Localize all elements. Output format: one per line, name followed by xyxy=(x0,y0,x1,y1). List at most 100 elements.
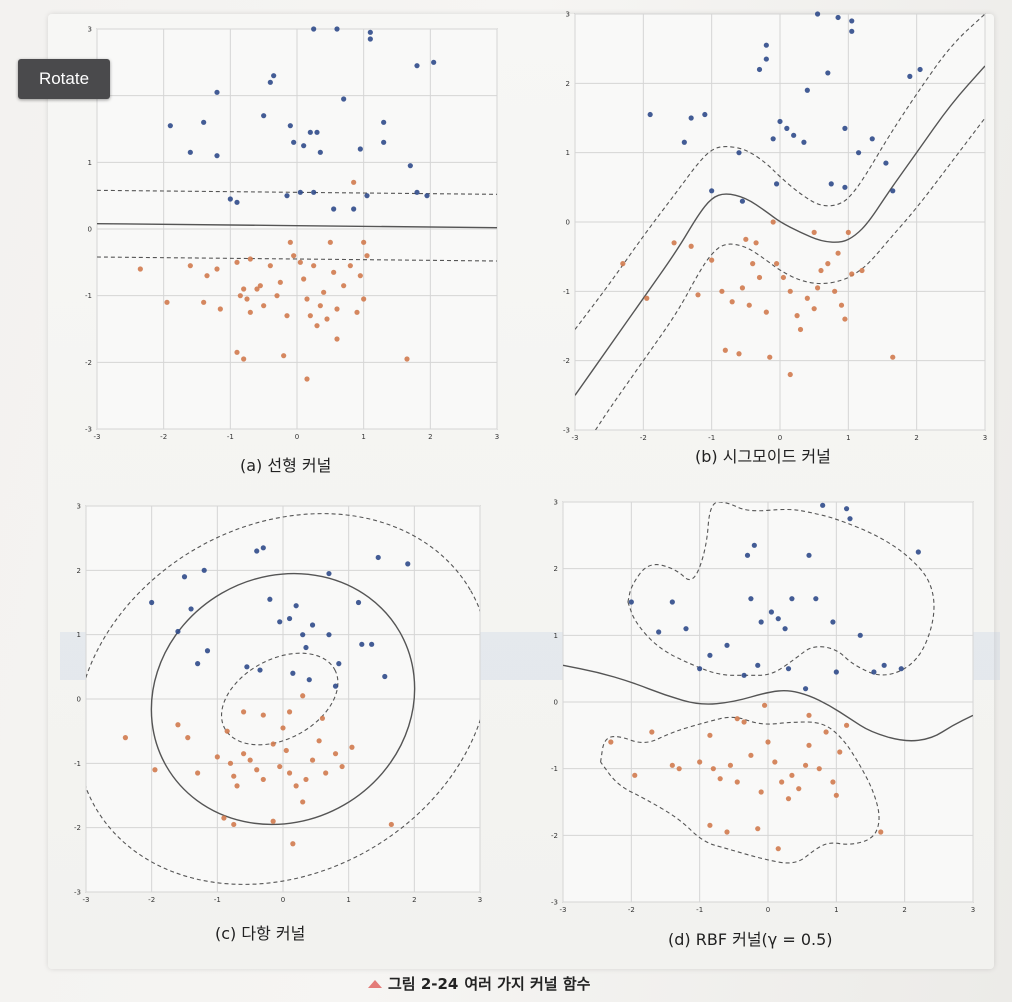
data-point-blue xyxy=(291,139,297,145)
data-point-orange xyxy=(349,744,355,750)
data-point-orange xyxy=(779,779,785,785)
data-point-orange xyxy=(281,353,287,359)
data-point-blue xyxy=(801,139,807,145)
data-point-orange xyxy=(785,796,792,802)
data-point-blue xyxy=(647,111,653,118)
data-point-blue xyxy=(857,632,863,638)
data-point-orange xyxy=(354,309,360,315)
data-point-orange xyxy=(761,702,768,708)
data-point-blue xyxy=(314,129,320,135)
data-point-blue xyxy=(277,619,283,625)
data-point-orange xyxy=(878,829,884,835)
data-point-orange xyxy=(758,789,764,795)
data-point-blue xyxy=(364,193,370,199)
data-point-blue xyxy=(890,188,896,194)
data-point-orange xyxy=(270,818,276,824)
decision-boundary xyxy=(97,222,497,229)
data-point-orange xyxy=(833,792,839,798)
decision-boundaries xyxy=(575,14,985,430)
x-tick-label: -1 xyxy=(214,896,221,904)
data-point-blue xyxy=(336,661,342,667)
rotate-button[interactable]: Rotate xyxy=(18,59,110,99)
data-point-orange xyxy=(811,306,817,312)
data-point-orange xyxy=(789,772,795,778)
data-point-orange xyxy=(802,762,809,768)
data-point-blue xyxy=(357,146,363,152)
data-point-orange xyxy=(845,229,851,235)
data-point-blue xyxy=(784,125,790,131)
data-point-blue xyxy=(195,661,201,667)
data-point-blue xyxy=(234,199,240,205)
data-point-blue xyxy=(267,79,273,85)
data-point-orange xyxy=(830,779,836,785)
margin-boundary xyxy=(627,502,935,676)
margin-boundary xyxy=(600,716,880,864)
figure-number: 그림 2-24 xyxy=(388,975,459,993)
data-point-orange xyxy=(300,799,306,805)
x-tick-label: 3 xyxy=(478,896,482,904)
data-point-blue xyxy=(806,552,812,558)
data-point-blue xyxy=(341,96,347,102)
data-point-orange xyxy=(307,313,313,319)
data-point-orange xyxy=(234,783,240,789)
x-tick-label: 3 xyxy=(983,434,987,442)
data-point-orange xyxy=(814,285,821,291)
data-point-blue xyxy=(290,670,296,676)
data-point-orange xyxy=(309,757,316,763)
data-point-blue xyxy=(628,599,634,605)
data-point-blue xyxy=(201,119,207,125)
data-point-blue xyxy=(842,184,848,190)
data-point-blue xyxy=(915,549,921,555)
decision-boundaries xyxy=(97,189,497,262)
data-point-blue xyxy=(261,113,267,119)
y-tick-label: -1 xyxy=(551,765,558,773)
y-tick-label: -2 xyxy=(85,359,92,367)
data-point-blue xyxy=(307,129,313,135)
data-point-orange xyxy=(257,283,263,289)
data-point-blue xyxy=(707,652,713,658)
data-point-blue xyxy=(741,672,747,678)
x-tick-label: 2 xyxy=(914,434,918,442)
data-point-blue xyxy=(317,149,323,155)
data-point-orange xyxy=(323,770,329,776)
data-point-blue xyxy=(847,516,853,522)
data-point-blue xyxy=(286,615,293,622)
data-point-orange xyxy=(765,739,771,745)
data-point-orange xyxy=(217,306,223,312)
data-point-orange xyxy=(644,295,650,301)
data-point-orange xyxy=(404,356,410,362)
data-point-blue xyxy=(777,118,783,125)
margin-boundary xyxy=(97,189,497,195)
y-tick-label: 3 xyxy=(88,26,92,34)
y-tick-label: 2 xyxy=(566,80,570,88)
data-point-blue xyxy=(407,163,413,169)
x-tick-label: 1 xyxy=(361,433,365,441)
data-point-blue xyxy=(331,206,337,212)
data-point-orange xyxy=(743,236,749,242)
data-point-blue xyxy=(688,115,694,121)
y-tick-label: 3 xyxy=(566,11,570,19)
data-point-orange xyxy=(669,762,675,768)
data-point-blue xyxy=(149,599,155,606)
y-tick-label: 1 xyxy=(554,632,558,640)
data-point-orange xyxy=(351,179,357,185)
data-point-orange xyxy=(300,693,306,699)
data-point-orange xyxy=(804,295,810,301)
data-point-orange xyxy=(773,261,780,267)
data-point-orange xyxy=(688,243,694,249)
data-point-orange xyxy=(727,762,734,768)
data-point-blue xyxy=(293,603,299,609)
data-point-orange xyxy=(297,259,303,265)
data-point-blue xyxy=(287,123,293,129)
data-point-orange xyxy=(741,719,747,725)
data-point-blue xyxy=(814,11,821,17)
data-point-orange xyxy=(283,747,289,754)
data-point-orange xyxy=(327,239,333,245)
data-point-orange xyxy=(835,250,841,256)
data-point-orange xyxy=(816,766,822,772)
data-point-orange xyxy=(231,821,237,828)
data-point-orange xyxy=(227,760,234,766)
x-tick-label: 3 xyxy=(495,433,499,441)
data-point-blue xyxy=(201,567,207,573)
